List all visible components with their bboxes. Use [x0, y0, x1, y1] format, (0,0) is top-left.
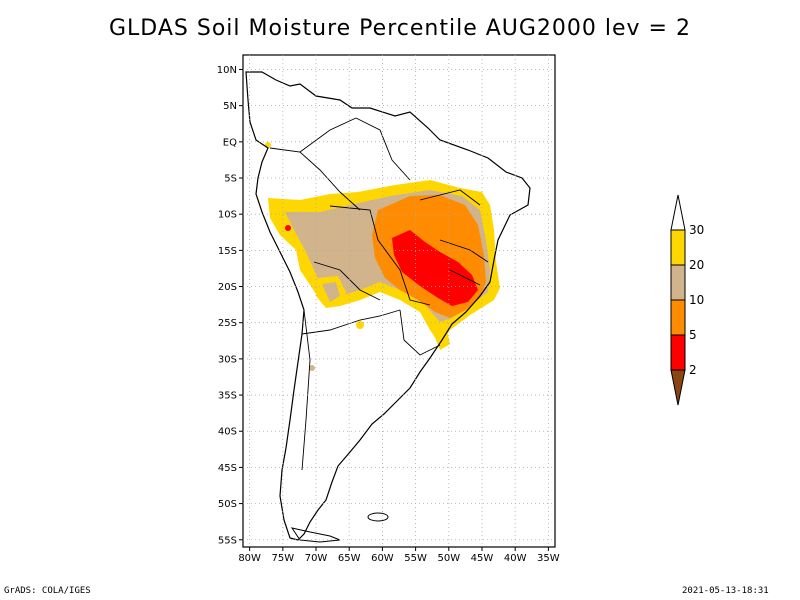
- colorbar-label: 2: [689, 363, 697, 377]
- lat-label: 55S: [218, 535, 237, 546]
- lon-label: 50W: [437, 553, 460, 564]
- lon-label: 65W: [338, 553, 361, 564]
- colorbar-swatch: [670, 229, 686, 266]
- colorbar-label: 30: [689, 223, 704, 237]
- colorbar-swatch: [670, 369, 686, 406]
- fill-tan-spot: [309, 365, 315, 371]
- fill-red-spot: [285, 225, 291, 231]
- lat-label: 10N: [217, 65, 237, 76]
- coastline: [245, 71, 531, 541]
- colorbar-label: 20: [689, 258, 704, 272]
- lon-label: 80W: [238, 553, 261, 564]
- colorbar-swatch: [670, 334, 686, 371]
- footer-timestamp: 2021-05-13-18:31: [682, 586, 769, 596]
- map-title: GLDAS Soil Moisture Percentile AUG2000 l…: [109, 16, 691, 41]
- lon-label: 75W: [272, 553, 295, 564]
- colorbar-swatch: [670, 264, 686, 301]
- lat-label: 15S: [218, 246, 237, 257]
- fill-yellow-patch: [432, 326, 450, 350]
- lon-label: 40W: [504, 553, 527, 564]
- colorbar-swatch: [670, 299, 686, 336]
- lat-label: 5N: [223, 101, 237, 112]
- colorbar-label: 10: [689, 293, 704, 307]
- lat-label: 35S: [218, 391, 237, 402]
- footer-credit: GrADS: COLA/IGES: [4, 586, 91, 596]
- colorbar: 2 5 10 20 30: [670, 194, 704, 406]
- lat-label: 20S: [218, 282, 237, 293]
- fill-yellow-spot: [356, 321, 364, 329]
- lat-label: 25S: [218, 318, 237, 329]
- lon-label: 45W: [471, 553, 494, 564]
- lon-label: 70W: [305, 553, 328, 564]
- lat-label: 30S: [218, 354, 237, 365]
- lon-label: 35W: [537, 553, 560, 564]
- graticule: [243, 55, 555, 547]
- lon-label: 60W: [371, 553, 394, 564]
- colorbar-label: 5: [689, 328, 697, 342]
- country-borders: [269, 117, 489, 471]
- data-fill: [265, 142, 500, 371]
- lat-label: 45S: [218, 463, 237, 474]
- fill-tan-patch: [322, 282, 340, 302]
- lat-label: 50S: [218, 499, 237, 510]
- falklands: [367, 512, 389, 522]
- plot-frame: [242, 54, 556, 548]
- colorbar-swatch: [670, 194, 686, 231]
- fill-red: [392, 230, 478, 306]
- lat-label: 10S: [218, 210, 237, 221]
- lat-labels: 10N 5N EQ 5S 10S 15S 20S 25S 30S 35S 40S 45S 50S 55S: [217, 65, 243, 546]
- lat-label: EQ: [223, 137, 237, 148]
- lat-label: 40S: [218, 427, 237, 438]
- lon-labels: 80W 75W 70W 65W 60W 55W 50W 45W 40W 35W: [238, 547, 560, 564]
- lon-label: 55W: [404, 553, 427, 564]
- lat-label: 5S: [224, 174, 237, 185]
